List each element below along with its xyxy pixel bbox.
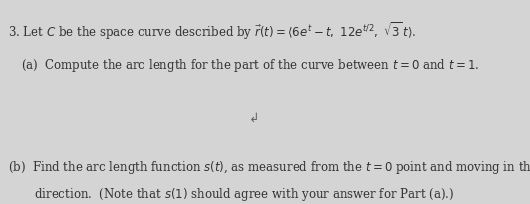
Text: (b)  Find the arc length function $s(t)$, as measured from the $t = 0$ point and: (b) Find the arc length function $s(t)$,…	[8, 159, 530, 176]
Text: ↲: ↲	[249, 112, 260, 125]
Text: direction.  (Note that $s(1)$ should agree with your answer for Part (a).): direction. (Note that $s(1)$ should agre…	[8, 186, 454, 203]
Text: (a)  Compute the arc length for the part of the curve between $t = 0$ and $t = 1: (a) Compute the arc length for the part …	[21, 57, 480, 74]
Text: 3. Let $C$ be the space curve described by $\vec{r}(t) = \langle 6e^t - t,\ 12e^: 3. Let $C$ be the space curve described …	[8, 20, 417, 42]
